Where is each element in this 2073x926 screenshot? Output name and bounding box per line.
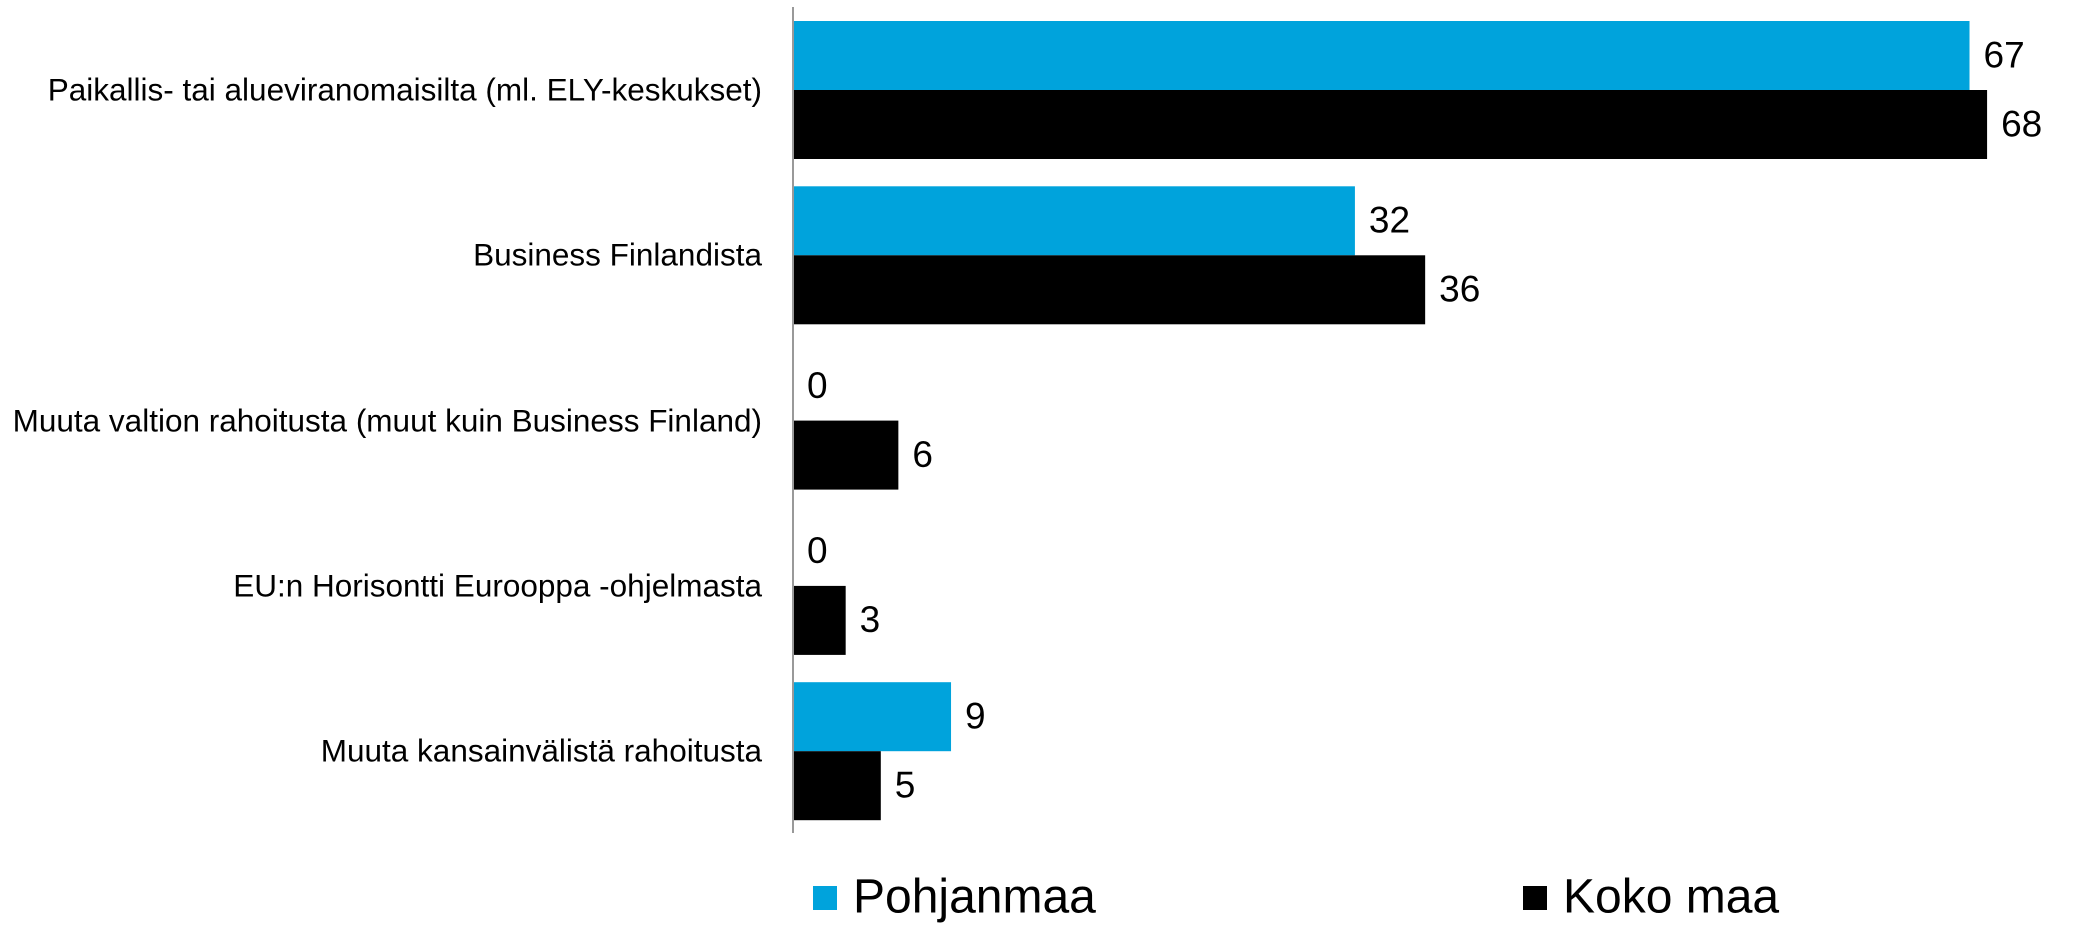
bar xyxy=(793,255,1426,325)
bar xyxy=(793,90,1988,159)
value-label: 9 xyxy=(965,695,986,736)
bar xyxy=(793,585,846,655)
legend-swatch xyxy=(813,886,837,910)
legend-label: Koko maa xyxy=(1563,871,1779,924)
value-label: 67 xyxy=(1984,34,2025,75)
category-label: Business Finlandista xyxy=(473,236,762,273)
bar xyxy=(793,186,1355,256)
category-label: EU:n Horisontti Eurooppa -ohjelmasta xyxy=(233,567,762,604)
value-label: 0 xyxy=(807,530,828,571)
bar xyxy=(793,420,899,490)
bar xyxy=(793,751,881,821)
legend-label: Pohjanmaa xyxy=(853,871,1096,924)
value-label: 68 xyxy=(2001,103,2042,144)
category-label: Muuta kansainvälistä rahoitusta xyxy=(320,732,762,769)
value-label: 5 xyxy=(895,764,916,805)
legend-swatch xyxy=(1523,886,1547,910)
value-label: 36 xyxy=(1439,269,1480,310)
category-label: Paikallis- tai alueviranomaisilta (ml. E… xyxy=(47,71,762,108)
value-label: 3 xyxy=(860,599,881,640)
category-label: Muuta valtion rahoitusta (muut kuin Busi… xyxy=(12,402,762,439)
value-label: 32 xyxy=(1369,200,1410,241)
bar xyxy=(793,682,952,752)
value-label: 6 xyxy=(912,434,933,475)
bar xyxy=(793,21,1970,90)
value-label: 0 xyxy=(807,365,828,406)
